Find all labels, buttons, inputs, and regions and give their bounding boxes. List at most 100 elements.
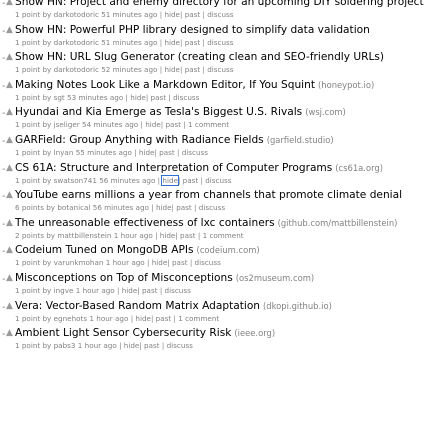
comments-link[interactable]: discuss: [207, 65, 234, 75]
hide-link[interactable]: hide: [164, 10, 180, 19]
comments-link[interactable]: 1 comment: [202, 230, 244, 240]
past-link[interactable]: past: [141, 285, 158, 295]
comments-link[interactable]: discuss: [173, 92, 200, 102]
story-author-link[interactable]: varunkmohan: [53, 258, 104, 268]
story-author-link[interactable]: botanical: [57, 203, 91, 213]
story-age-link[interactable]: 1 hour ago: [105, 258, 145, 268]
comments-link[interactable]: discuss: [198, 203, 226, 213]
upvote-icon[interactable]: ▲: [6, 245, 13, 256]
hide-link[interactable]: hide: [161, 174, 179, 186]
upvote-icon[interactable]: ▲: [6, 162, 13, 173]
past-link[interactable]: past: [144, 341, 160, 351]
story-title-link[interactable]: Misconceptions on Top of Misconceptions: [15, 271, 233, 284]
story-author-link[interactable]: pabs3: [53, 341, 76, 351]
story-author-link[interactable]: darkotodoric: [53, 10, 99, 19]
story-title-link[interactable]: Vera: Vector-Based Random Matrix Adaptat…: [15, 299, 261, 312]
upvote-icon[interactable]: ▲: [6, 107, 13, 118]
story-author-link[interactable]: sgt: [53, 92, 65, 102]
story-title-link[interactable]: Making Notes Look Like a Markdown Editor…: [15, 78, 315, 91]
hide-link[interactable]: hide: [164, 65, 180, 75]
hide-link[interactable]: hide: [121, 285, 138, 295]
hide-link[interactable]: hide: [151, 258, 168, 268]
story-title-link[interactable]: Hyundai and Kia Emerge as Tesla's Bigges…: [15, 106, 303, 119]
past-link[interactable]: past: [176, 203, 192, 213]
comments-link[interactable]: 1 comment: [188, 120, 230, 130]
past-link[interactable]: past: [180, 230, 196, 240]
story-age-link[interactable]: 51 minutes ago: [101, 37, 158, 47]
past-link[interactable]: past: [184, 65, 201, 75]
comments-link[interactable]: discuss: [207, 37, 234, 47]
story-age-link[interactable]: 52 minutes ago: [101, 65, 158, 75]
story-domain-link[interactable]: (cs61a.org): [335, 162, 383, 173]
hide-link[interactable]: hide: [155, 203, 172, 213]
past-link[interactable]: past: [182, 175, 199, 185]
past-link[interactable]: past: [150, 92, 167, 102]
story-title-link[interactable]: Show HN: Powerful PHP library designed t…: [15, 23, 370, 36]
story-author-link[interactable]: egnehots: [53, 313, 88, 323]
upvote-icon[interactable]: ▲: [6, 328, 13, 339]
story-author-link[interactable]: ingve: [53, 285, 74, 295]
hide-link[interactable]: hide: [164, 37, 180, 47]
story-author-link[interactable]: darkotodoric: [53, 37, 99, 47]
story-title-link[interactable]: Show HN: Project and enemy directory for…: [15, 0, 424, 8]
comments-link[interactable]: discuss: [164, 285, 191, 295]
past-link[interactable]: past: [184, 10, 201, 19]
story-domain-link[interactable]: (wsj.com): [305, 107, 346, 118]
upvote-icon[interactable]: ▲: [6, 300, 13, 311]
story-author-link[interactable]: lnyan: [53, 147, 74, 157]
upvote-icon[interactable]: ▲: [6, 79, 13, 90]
past-link[interactable]: past: [159, 147, 175, 157]
past-link[interactable]: past: [155, 313, 172, 323]
story-domain-link[interactable]: (github.com/mattbillenstein): [277, 217, 398, 228]
story-domain-link[interactable]: (codeium.com): [196, 245, 260, 256]
story-age-link[interactable]: 51 minutes ago: [101, 10, 158, 19]
story-age-link[interactable]: 56 minutes ago: [99, 175, 156, 185]
comments-link[interactable]: discuss: [194, 258, 221, 268]
hide-link[interactable]: hide: [135, 313, 151, 323]
upvote-icon[interactable]: ▲: [6, 272, 13, 283]
past-link[interactable]: past: [172, 258, 188, 268]
comments-link[interactable]: discuss: [181, 147, 209, 157]
hide-link[interactable]: hide: [159, 230, 176, 240]
story-author-link[interactable]: mattbillenstein: [57, 230, 112, 240]
upvote-icon[interactable]: ▲: [6, 52, 13, 63]
story-age-link[interactable]: 53 minutes ago: [67, 92, 124, 102]
story-author-link[interactable]: jseliger: [53, 120, 80, 130]
upvote-icon[interactable]: ▲: [6, 24, 13, 35]
upvote-icon[interactable]: ▲: [6, 0, 13, 7]
story-age-link[interactable]: 1 hour ago: [113, 230, 153, 240]
story-age-link[interactable]: 1 hour ago: [75, 285, 115, 295]
story-domain-link[interactable]: (os2museum.com): [235, 272, 315, 283]
story-title-link[interactable]: The unreasonable effectiveness of lxc co…: [15, 216, 275, 229]
story-age-link[interactable]: 56 minutes ago: [92, 203, 149, 213]
hide-link[interactable]: hide: [130, 92, 146, 102]
comments-link[interactable]: 1 comment: [178, 313, 220, 323]
story-author-link[interactable]: swatson741: [53, 175, 97, 185]
comments-link[interactable]: discuss: [205, 175, 232, 185]
story-title-link[interactable]: Ambient Light Sensor Cybersecurity Risk: [15, 327, 232, 340]
story-title-link[interactable]: GARField: Group Anything with Radiance F…: [15, 133, 264, 146]
story-title-link[interactable]: Codeium Tuned on MongoDB APIs: [15, 244, 194, 257]
past-link[interactable]: past: [184, 37, 201, 47]
upvote-icon[interactable]: ▲: [6, 190, 13, 201]
story-domain-link[interactable]: (dkopi.github.io): [263, 300, 332, 311]
story-age-link[interactable]: 1 hour ago: [77, 341, 117, 351]
hide-link[interactable]: hide: [123, 341, 140, 351]
hide-link[interactable]: hide: [145, 120, 161, 130]
story-domain-link[interactable]: (ieee.org): [234, 328, 276, 339]
past-link[interactable]: past: [165, 120, 182, 130]
story-age-link[interactable]: 55 minutes ago: [75, 147, 132, 157]
story-author-link[interactable]: darkotodoric: [53, 65, 99, 75]
upvote-icon[interactable]: ▲: [6, 134, 13, 145]
story-domain-link[interactable]: (garfield.studio): [266, 134, 334, 145]
story-domain-link[interactable]: (honeypot.io): [318, 79, 375, 90]
story-title-link[interactable]: CS 61A: Structure and Interpretation of …: [15, 161, 333, 174]
story-title-link[interactable]: Show HN: URL Slug Generator (creating cl…: [15, 51, 385, 64]
comments-link[interactable]: discuss: [166, 341, 193, 351]
upvote-icon[interactable]: ▲: [6, 217, 13, 228]
hide-link[interactable]: hide: [138, 147, 155, 157]
story-age-link[interactable]: 1 hour ago: [89, 313, 129, 323]
comments-link[interactable]: discuss: [207, 10, 234, 19]
story-age-link[interactable]: 54 minutes ago: [82, 120, 139, 130]
story-title-link[interactable]: YouTube earns millions a year from chann…: [15, 189, 403, 202]
